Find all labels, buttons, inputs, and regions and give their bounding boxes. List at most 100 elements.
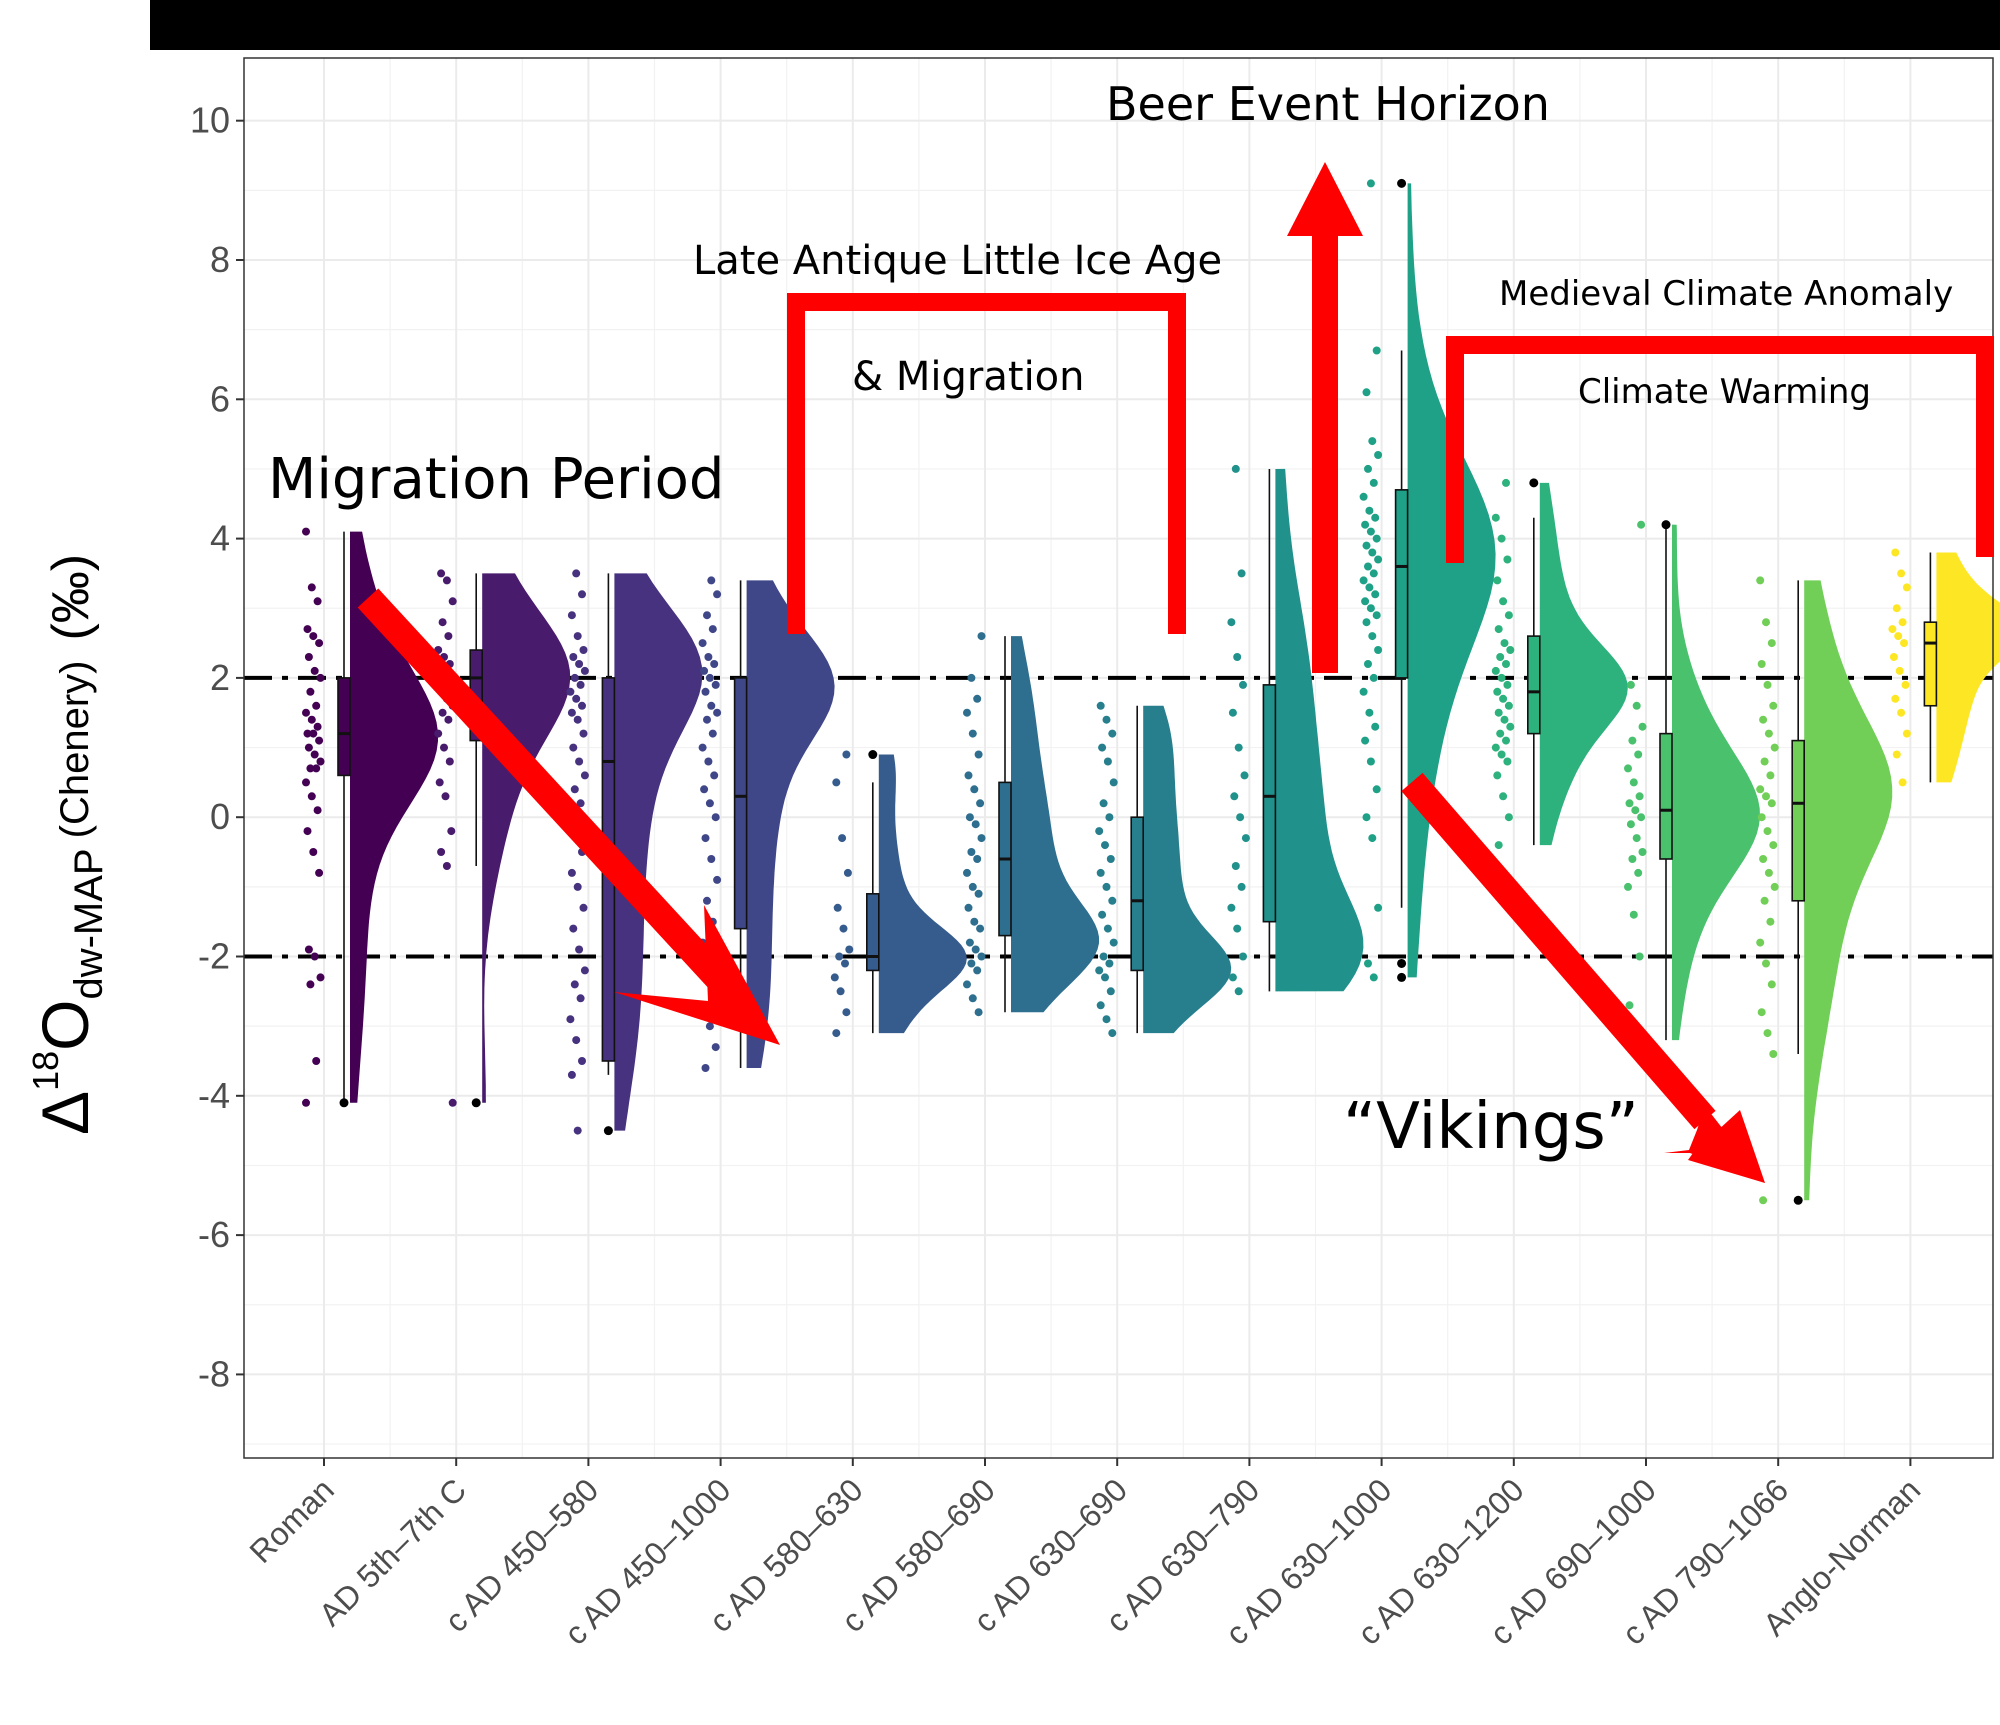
box-iqr — [1130, 816, 1144, 972]
data-point — [1769, 841, 1778, 850]
data-point — [1359, 492, 1368, 501]
data-point — [442, 576, 451, 585]
data-point — [303, 729, 312, 738]
data-point — [1503, 555, 1512, 564]
data-point — [312, 1057, 321, 1065]
data-point — [701, 1064, 710, 1072]
data-point — [1504, 701, 1513, 710]
data-point — [313, 722, 322, 731]
violin-9 — [1539, 482, 1628, 846]
box-iqr — [1659, 732, 1673, 860]
data-point — [698, 743, 707, 752]
annotation-and-migration: & Migration — [852, 354, 1085, 400]
data-point — [1625, 1001, 1634, 1010]
data-point — [1499, 597, 1508, 606]
data-point — [1231, 862, 1240, 870]
data-point — [579, 903, 588, 912]
data-point — [1497, 673, 1506, 682]
data-point — [711, 1043, 720, 1052]
data-point — [1234, 743, 1243, 752]
data-point — [566, 1015, 575, 1024]
data-point — [310, 952, 319, 961]
data-point — [967, 673, 976, 682]
data-point — [438, 708, 447, 717]
data-point — [313, 597, 322, 606]
data-point — [1502, 478, 1510, 487]
data-point — [315, 868, 324, 877]
ylabel-delta: Δ — [28, 1091, 102, 1135]
data-point — [1365, 583, 1374, 592]
data-point — [838, 834, 847, 843]
data-point — [570, 673, 579, 682]
data-point — [440, 743, 448, 752]
data-point — [1105, 813, 1114, 822]
data-point — [302, 708, 310, 717]
data-point — [705, 1022, 714, 1031]
box-outlier — [1661, 520, 1671, 530]
data-point — [1365, 506, 1374, 515]
annotation-migration-period: Migration Period — [268, 447, 724, 512]
data-point — [1241, 834, 1250, 843]
data-point — [302, 1098, 310, 1107]
data-point — [1494, 625, 1503, 634]
data-point — [1900, 639, 1908, 648]
data-point — [566, 687, 575, 696]
data-point — [1231, 464, 1240, 473]
data-point — [1234, 987, 1243, 996]
data-point — [704, 757, 713, 766]
data-point — [968, 882, 977, 891]
data-point — [705, 673, 714, 682]
data-point — [1634, 750, 1643, 759]
data-point — [1902, 583, 1911, 592]
data-point — [710, 660, 719, 668]
data-point — [963, 868, 971, 877]
data-point — [976, 924, 985, 933]
data-point — [1364, 464, 1372, 473]
data-point — [1638, 722, 1647, 731]
violin-7 — [1275, 468, 1364, 992]
data-point — [570, 785, 579, 794]
data-point — [977, 834, 986, 843]
data-point — [302, 527, 310, 536]
data-point — [1901, 680, 1910, 689]
y-tick-label: 10 — [190, 100, 230, 141]
data-point — [1629, 778, 1638, 787]
box-iqr — [1791, 739, 1805, 902]
ylabel-subscript: dw-MAP — [67, 848, 111, 999]
data-point — [573, 1126, 582, 1135]
data-point — [836, 987, 845, 996]
box-iqr — [865, 893, 880, 972]
data-point — [310, 750, 319, 759]
data-point — [967, 959, 976, 968]
data-point — [1756, 785, 1765, 794]
data-point — [1233, 653, 1242, 661]
data-point — [974, 889, 983, 898]
data-point — [1359, 687, 1368, 696]
data-point — [442, 862, 451, 870]
data-point — [569, 743, 578, 752]
data-point — [1491, 513, 1500, 522]
violin-6 — [1143, 705, 1232, 1034]
y-tick-label: -6 — [198, 1214, 230, 1255]
migration-arrow — [357, 588, 780, 1045]
data-point — [1361, 520, 1370, 529]
data-point — [1500, 639, 1509, 648]
data-point — [1362, 541, 1371, 550]
data-point — [971, 945, 980, 954]
data-point — [1497, 750, 1506, 759]
data-point — [441, 792, 450, 801]
box-outlier — [1397, 972, 1407, 982]
data-point — [1895, 666, 1904, 675]
data-point — [580, 666, 589, 675]
data-point — [569, 924, 578, 933]
data-point — [1361, 597, 1370, 606]
data-point — [1764, 729, 1773, 738]
point-layer — [302, 179, 1911, 1205]
data-point — [573, 882, 582, 891]
data-point — [965, 813, 974, 822]
data-point — [1362, 388, 1371, 397]
data-point — [1098, 743, 1107, 752]
data-point — [1103, 757, 1112, 766]
data-point — [1103, 924, 1112, 933]
